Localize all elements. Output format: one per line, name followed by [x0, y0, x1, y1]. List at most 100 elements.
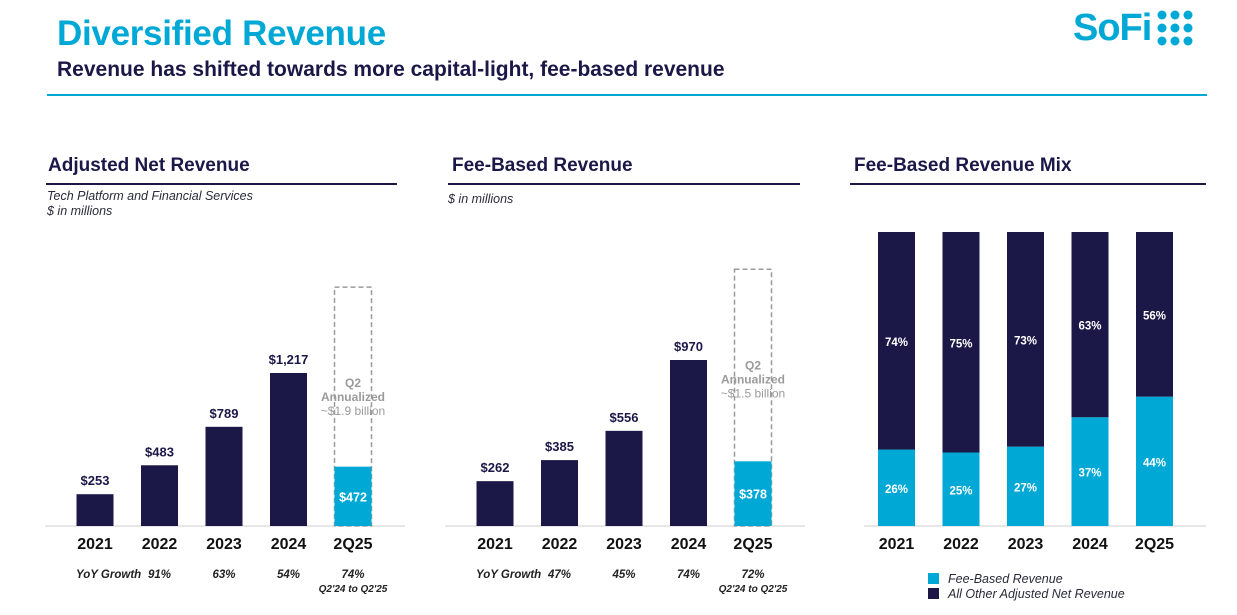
annualized-label: Q2: [345, 376, 361, 390]
growth-2022: 91%: [148, 569, 171, 581]
bar-2023: [605, 430, 643, 526]
growth-2023: 45%: [611, 569, 635, 581]
tick-label-2024: 2024: [671, 536, 707, 553]
fee-revenue-title: Fee-Based Revenue: [452, 155, 633, 176]
logo-dots-icon: [1157, 10, 1193, 46]
other-label-2021: 74%: [885, 337, 908, 349]
fee-mix-chart: 26% 74% 2021 25% 75% 2022 27% 73% 2023 37% 63% 2024…: [864, 232, 1206, 553]
bar-2022: [141, 465, 178, 526]
legend-item-fee: Fee-Based Revenue: [928, 571, 1125, 586]
bar-2024: [670, 360, 707, 526]
annualized-label: Q2: [745, 358, 761, 372]
legend-label-other: All Other Adjusted Net Revenue: [948, 586, 1125, 601]
fee-segment-2023: [1007, 446, 1044, 526]
tick-label-2Q25: 2Q25: [733, 536, 772, 553]
tick-label-2021: 2021: [879, 536, 915, 553]
adjusted-revenue-chart: $253 2021 $483 2022 91% $789 2023 63% $1,217 2024…: [45, 286, 405, 595]
data-label-2024: $970: [674, 339, 703, 354]
legend-swatch-other: [928, 588, 939, 599]
logo-text: SoFi: [1073, 6, 1152, 49]
adjusted-revenue-title: Adjusted Net Revenue: [48, 155, 250, 176]
page-title: Diversified Revenue: [57, 14, 386, 53]
annualized-label: ~$1.9 billion: [321, 404, 385, 418]
data-label-2023: $556: [610, 410, 639, 425]
other-segment-2022: [942, 232, 980, 453]
growth-2Q25: 72%: [741, 569, 764, 581]
other-segment-2024: [1071, 232, 1109, 418]
fee-segment-2024: [1071, 417, 1109, 526]
bar-2Q25: [334, 466, 372, 526]
data-label-2021: $262: [481, 460, 510, 475]
growth-note: Q2'24 to Q2'25: [719, 584, 788, 595]
bar-2Q25: [734, 461, 772, 526]
other-label-2022: 75%: [949, 338, 972, 350]
adjusted-revenue-note: Tech Platform and Financial Services $ i…: [47, 189, 253, 219]
header-divider: [47, 94, 1207, 96]
growth-2Q25: 74%: [341, 569, 364, 581]
tick-label-2Q25: 2Q25: [333, 536, 372, 553]
tick-label-2021: 2021: [77, 536, 113, 553]
tick-label-2022: 2022: [142, 536, 178, 553]
tick-label-2023: 2023: [1008, 536, 1044, 553]
annualized-outline: [333, 286, 373, 527]
legend-label-fee: Fee-Based Revenue: [948, 571, 1063, 586]
fee-label-2022: 25%: [949, 485, 972, 497]
fee-label-2021: 26%: [885, 484, 908, 496]
fee-revenue-divider: [448, 183, 800, 185]
mix-legend: Fee-Based Revenue All Other Adjusted Net…: [928, 571, 1125, 601]
data-label-2022: $483: [145, 444, 174, 459]
tick-label-2022: 2022: [943, 536, 979, 553]
growth-note: Q2'24 to Q2'25: [319, 584, 388, 595]
page-subtitle: Revenue has shifted towards more capital…: [57, 58, 725, 81]
fee-label-2024: 37%: [1078, 468, 1101, 480]
legend-item-other: All Other Adjusted Net Revenue: [928, 586, 1125, 601]
tick-label-2021: 2021: [477, 536, 513, 553]
tick-label-2024: 2024: [1072, 536, 1108, 553]
growth-2023: 63%: [212, 569, 235, 581]
bar-2023: [205, 426, 243, 526]
other-label-2023: 73%: [1014, 335, 1037, 347]
adjusted-note-line1: Tech Platform and Financial Services: [47, 189, 253, 203]
growth-label: YoY Growth: [76, 569, 141, 581]
fee-segment-2Q25: [1136, 396, 1173, 526]
data-label-2022: $385: [545, 439, 574, 454]
tick-label-2Q25: 2Q25: [1135, 536, 1174, 553]
data-label-2021: $253: [81, 473, 110, 488]
data-label-2023: $789: [210, 406, 239, 421]
data-label-2Q25: $472: [339, 490, 367, 504]
growth-2024: 74%: [677, 569, 700, 581]
bar-2024: [270, 373, 307, 526]
growth-2022: 47%: [547, 569, 571, 581]
fee-segment-2021: [878, 449, 915, 526]
legend-swatch-fee: [928, 573, 939, 584]
tick-label-2022: 2022: [542, 536, 578, 553]
annualized-label: Annualized: [321, 390, 385, 404]
data-label-2Q25: $378: [739, 488, 767, 502]
fee-label-2023: 27%: [1014, 482, 1037, 494]
tick-label-2023: 2023: [206, 536, 242, 553]
bar-2022: [541, 460, 578, 526]
mix-divider: [850, 183, 1206, 185]
other-segment-2023: [1007, 232, 1044, 447]
tick-label-2023: 2023: [606, 536, 642, 553]
other-segment-2021: [878, 232, 915, 450]
data-label-2024: $1,217: [269, 352, 309, 367]
fee-label-2Q25: 44%: [1143, 457, 1166, 469]
bar-2021: [76, 494, 114, 526]
growth-2024: 54%: [277, 569, 300, 581]
other-label-2024: 63%: [1078, 321, 1101, 333]
adjusted-note-line2: $ in millions: [47, 204, 113, 218]
growth-label: YoY Growth: [476, 569, 541, 581]
mix-title: Fee-Based Revenue Mix: [854, 155, 1072, 176]
tick-label-2024: 2024: [271, 536, 307, 553]
fee-revenue-note: $ in millions: [448, 192, 514, 206]
other-segment-2Q25: [1136, 232, 1173, 397]
fee-revenue-chart: $262 2021 $385 2022 47% $556 2023 45% $970 2024 74…: [445, 268, 805, 595]
annualized-label: ~$1.5 billion: [721, 386, 785, 400]
fee-segment-2022: [942, 452, 980, 526]
annualized-label: Annualized: [721, 372, 785, 386]
sofi-logo: SoFi: [1073, 6, 1195, 50]
other-label-2Q25: 56%: [1143, 310, 1166, 322]
bar-2021: [476, 481, 514, 526]
adjusted-revenue-divider: [46, 183, 397, 185]
